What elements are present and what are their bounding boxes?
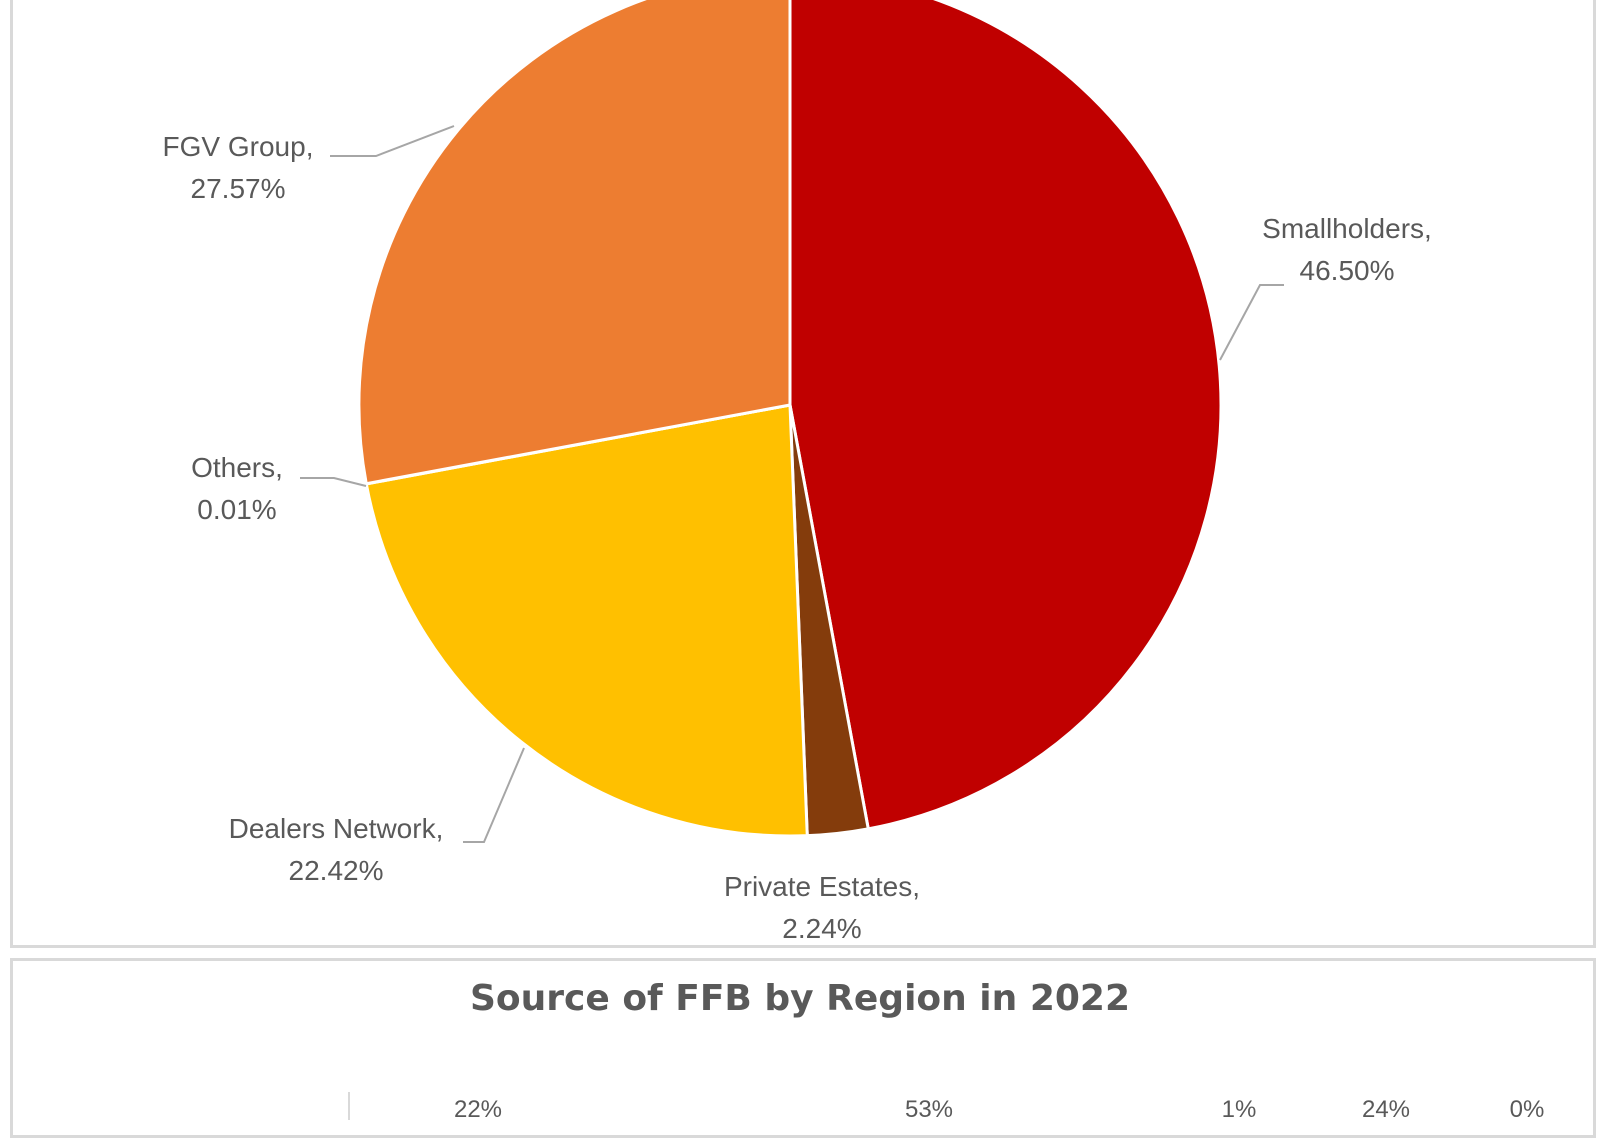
label-private-estates: Private Estates, [724, 871, 920, 902]
bar-data-label-3: 1% [1222, 1096, 1257, 1120]
leader-line-dealers-network [463, 747, 525, 843]
leader-line-others [300, 477, 367, 487]
value-dealers-network: 22.42% [289, 855, 384, 886]
pie-slice-smallholders [788, 0, 1223, 831]
bar-chart-panel [10, 958, 1596, 1138]
pie-slice-dealers-network [364, 403, 809, 838]
bar-data-label-5: 0% [1510, 1096, 1545, 1120]
slice-label-dealers-network: Dealers Network, 22.42% [229, 747, 525, 886]
leader-line-fgv-group [330, 125, 455, 157]
value-private-estates: 2.24% [782, 913, 861, 944]
bar-data-label-2: 53% [905, 1096, 953, 1120]
pie-slice-fgv-group [357, 0, 792, 486]
bar-chart-title: Source of FFB by Region in 2022 [470, 978, 1130, 1019]
label-fgv-group: FGV Group, [163, 131, 314, 162]
label-smallholders: Smallholders, [1262, 213, 1432, 244]
label-others: Others, [191, 452, 283, 483]
bar-data-label-1: 22% [454, 1096, 502, 1120]
pie-chart [357, 0, 1223, 838]
slice-label-private-estates: Private Estates, 2.24% [724, 871, 920, 944]
slice-label-others: Others, 0.01% [191, 452, 367, 525]
slice-label-smallholders: Smallholders, 46.50% [1219, 213, 1432, 361]
value-smallholders: 46.50% [1300, 255, 1395, 286]
slice-label-fgv-group: FGV Group, 27.57% [163, 125, 455, 204]
value-others: 0.01% [197, 494, 276, 525]
label-dealers-network: Dealers Network, [229, 813, 444, 844]
bar-data-label-4: 24% [1362, 1096, 1410, 1120]
value-fgv-group: 27.57% [191, 173, 286, 204]
leader-line-smallholders [1219, 284, 1284, 361]
